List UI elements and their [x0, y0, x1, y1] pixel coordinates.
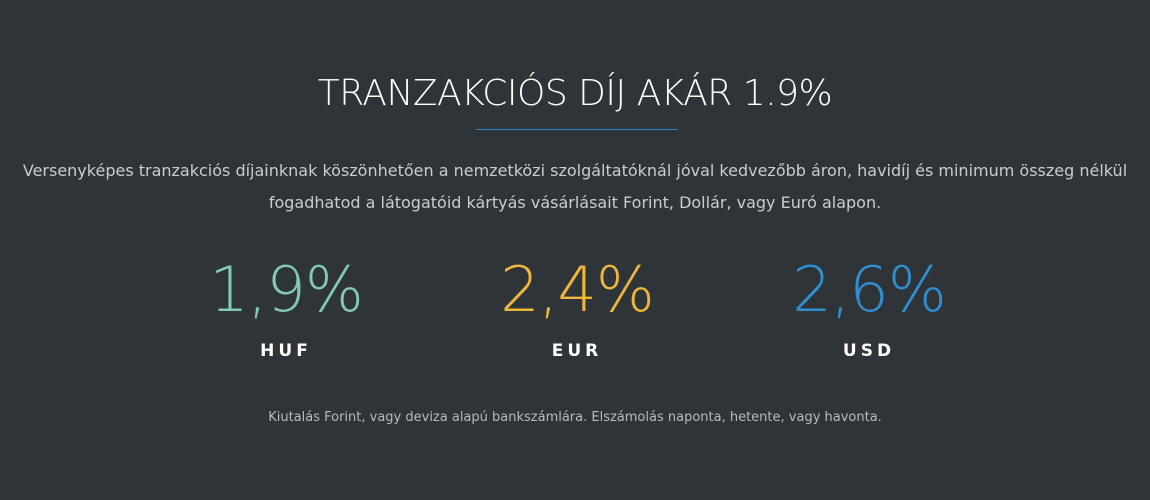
section-title: TRANZAKCIÓS DÍJ AKÁR 1.9%: [317, 73, 833, 114]
stat-eur-value: 2,4%: [500, 253, 655, 326]
title-divider: [476, 129, 678, 130]
stat-huf-value: 1,9%: [209, 253, 364, 326]
payout-note: Kiutalás Forint, vagy deviza alapú banks…: [268, 410, 882, 425]
section-description: Versenyképes tranzakciós díjainknak kösz…: [0, 155, 1150, 219]
stat-huf-label: HUF: [260, 341, 312, 361]
stat-eur-label: EUR: [551, 341, 603, 361]
description-line-1: Versenyképes tranzakciós díjainknak kösz…: [22, 161, 1128, 180]
description-line-2: fogadhatod a látogatóid kártyás vásárlás…: [268, 193, 882, 212]
stat-huf: 1,9% HUF: [136, 250, 436, 361]
stat-usd: 2,6% USD: [719, 250, 1019, 361]
stat-usd-label: USD: [842, 341, 896, 361]
stat-eur: 2,4% EUR: [427, 250, 727, 361]
stat-usd-value: 2,6%: [792, 253, 947, 326]
